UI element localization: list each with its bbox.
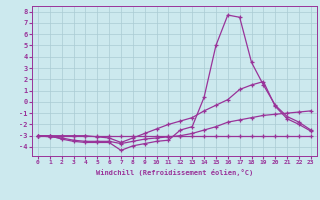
- X-axis label: Windchill (Refroidissement éolien,°C): Windchill (Refroidissement éolien,°C): [96, 169, 253, 176]
